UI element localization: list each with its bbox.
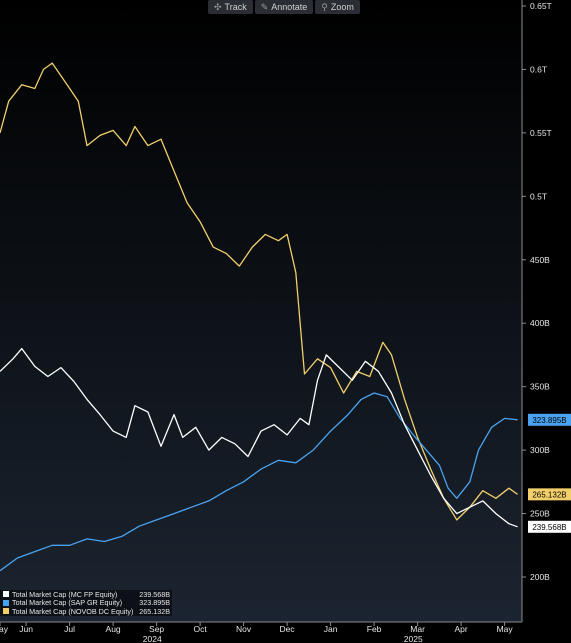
last-value-flag (528, 488, 571, 501)
legend-item[interactable]: Total Market Cap (SAP GR Equity) 323.895… (0, 598, 172, 608)
x-tick-label: Aug (106, 624, 121, 634)
legend-value: 323.895B (139, 598, 170, 608)
track-label: Track (224, 2, 247, 12)
chart-legend: Total Market Cap (MC FP Equity) 239.568B… (0, 590, 172, 616)
last-value-label: 323.895B (532, 416, 566, 425)
x-tick-label: Jan (324, 624, 338, 634)
axis-panel (522, 0, 571, 643)
series-line (0, 347, 518, 528)
series-line (0, 392, 518, 572)
legend-label: Total Market Cap (SAP GR Equity) (12, 598, 123, 608)
plot-area (0, 0, 522, 622)
zoom-label: Zoom (330, 2, 354, 12)
last-value-flag (528, 520, 571, 533)
x-tick-label: Jul (64, 624, 75, 634)
legend-value: 239.568B (139, 589, 170, 599)
chart-toolbar: ✣ Track ✎ Annotate ⚲ Zoom (208, 0, 360, 14)
x-tick-label: May (0, 624, 9, 634)
x-year-label: 2024 (143, 634, 162, 643)
magnifier-icon: ⚲ (321, 1, 328, 12)
x-tick-label: Jun (19, 624, 33, 634)
legend-swatch (3, 599, 9, 606)
crosshair-icon: ✣ (214, 1, 222, 12)
y-tick-label: 250B (530, 509, 550, 519)
y-tick-label: 450B (530, 255, 550, 265)
x-tick-label: Feb (367, 624, 382, 634)
legend-item[interactable]: Total Market Cap (MC FP Equity) 239.568B (0, 590, 172, 599)
x-tick-label: Sep (149, 624, 164, 634)
legend-value: 265.132B (139, 606, 170, 616)
y-tick-label: 350B (530, 382, 550, 392)
bottom-axis-panel (0, 622, 571, 643)
y-tick-label: 0.5T (530, 191, 547, 201)
legend-swatch (3, 591, 9, 598)
y-tick-label: 300B (530, 445, 550, 455)
legend-swatch (3, 608, 9, 615)
x-year-label: 2025 (404, 634, 423, 643)
legend-label: Total Market Cap (MC FP Equity) (12, 589, 118, 599)
last-value-label: 265.132B (532, 490, 566, 499)
y-tick-label: 400B (530, 318, 550, 328)
series-line (0, 62, 518, 521)
x-tick-label: Dec (280, 624, 296, 634)
y-tick-label: 0.65T (530, 1, 552, 11)
last-value-flag (528, 413, 571, 426)
y-tick-label: 200B (530, 572, 550, 582)
x-tick-label: Apr (454, 624, 467, 634)
legend-item[interactable]: Total Market Cap (NOVOB DC Equity) 265.1… (0, 607, 172, 616)
annotate-button[interactable]: ✎ Annotate (254, 0, 314, 14)
x-tick-label: Oct (193, 624, 207, 634)
pencil-icon: ✎ (260, 1, 269, 12)
x-tick-label: Mar (410, 624, 425, 634)
last-value-label: 239.568B (532, 523, 566, 532)
track-button[interactable]: ✣ Track (208, 0, 253, 14)
x-tick-label: May (497, 624, 514, 634)
y-tick-label: 0.6T (530, 64, 547, 74)
zoom-button[interactable]: ⚲ Zoom (315, 0, 360, 14)
y-tick-label: 0.55T (530, 128, 552, 138)
legend-label: Total Market Cap (NOVOB DC Equity) (12, 606, 134, 616)
x-tick-label: Nov (236, 624, 252, 634)
annotate-label: Annotate (271, 2, 308, 12)
